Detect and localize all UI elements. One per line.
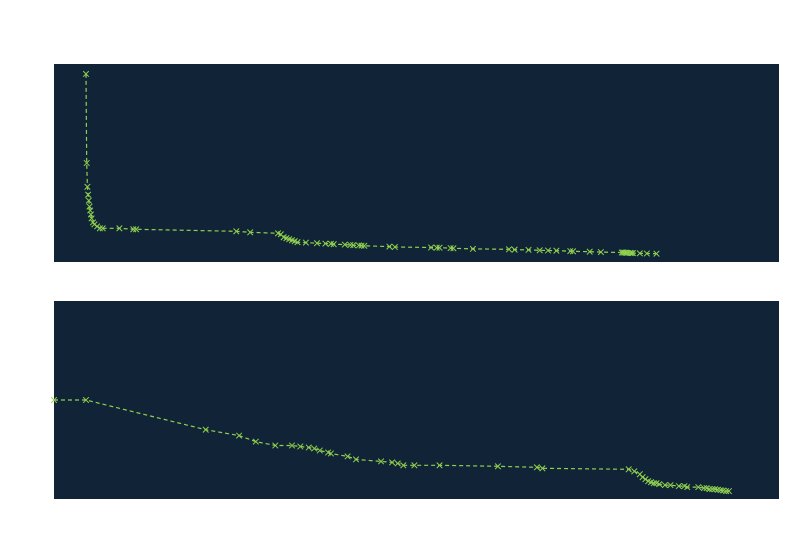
bottom-line-plot [50,301,779,499]
plot-area [54,64,779,262]
data-point-marker [436,244,443,251]
data-point-marker [330,241,337,248]
data-point-marker [709,485,716,493]
data-point-marker [341,241,348,248]
data-point-marker [96,225,104,232]
data-point-marker [700,484,708,492]
data-point-marker [511,246,518,253]
data-point-marker [695,483,702,491]
data-point-marker [629,249,637,257]
data-point-marker [272,442,279,449]
data-point-marker [313,240,321,247]
data-point-marker [625,466,632,473]
data-point-marker [450,245,457,252]
data-point-marker [88,215,95,222]
data-point-marker [586,248,593,255]
data-point-marker [297,443,304,450]
data-point-marker [350,242,357,249]
data-point-marker [327,450,335,457]
data-point-marker [84,183,91,190]
data-point-marker [643,250,650,257]
data-point-marker [233,228,240,235]
data-point-marker [352,456,360,463]
data-point-marker [358,242,365,249]
plot-area [54,301,779,499]
data-point-marker [567,247,574,255]
data-point-marker [533,464,541,471]
data-point-marker [656,480,663,488]
data-point-marker [386,243,393,250]
data-point-marker [82,70,90,78]
data-point-marker [569,248,577,255]
data-point-marker [433,244,440,251]
data-point-marker [391,243,399,251]
data-point-marker [650,480,657,487]
data-point-marker [116,225,123,232]
data-point-marker [626,249,634,257]
data-point-marker [553,247,560,254]
data-point-marker [82,396,90,404]
data-point-marker [202,426,209,433]
data-point-marker [436,462,443,469]
data-point-marker [235,432,243,439]
data-point-marker [722,487,730,495]
data-point-marker [706,485,713,493]
data-point-marker [653,250,660,257]
data-point-marker [132,226,140,233]
data-point-marker [667,481,674,489]
data-point-marker [347,241,354,249]
data-point-marker [377,458,385,465]
data-point-marker [252,438,259,445]
data-point-marker [427,244,435,251]
data-point-marker [50,396,58,404]
data-point-marker [83,159,90,167]
data-point-marker [316,447,323,454]
data-point-marker [411,462,418,469]
data-point-marker [322,240,329,247]
data-point-marker [361,242,368,249]
data-point-marker [355,242,362,249]
data-point-marker [597,248,605,256]
top-line-plot [54,64,779,262]
data-point-marker [302,239,310,246]
data-point-marker [536,247,543,254]
series-line [54,399,729,492]
data-point-marker [725,487,733,495]
data-point-marker [294,239,301,246]
data-point-marker [539,465,546,472]
data-point-marker [447,244,454,252]
data-point-marker [639,474,646,481]
data-point-marker [305,444,312,451]
data-point-marker [684,483,691,491]
data-point-marker [288,442,296,449]
data-point-marker [93,223,101,230]
data-point-marker [675,482,682,490]
data-point-marker [84,191,92,198]
data-point-marker [311,445,318,452]
data-point-marker [631,468,638,475]
data-point-marker [505,246,513,253]
data-point-marker [636,250,643,257]
data-point-marker [130,226,137,233]
data-point-marker [400,462,407,469]
data-point-marker [469,245,477,253]
data-point-marker [525,246,532,254]
data-point-marker [661,481,669,489]
data-point-marker [494,463,502,470]
data-point-marker [544,247,552,254]
data-point-marker [642,476,649,483]
data-point-marker [394,460,401,467]
data-point-marker [628,249,635,257]
data-point-marker [388,459,396,466]
data-point-marker [344,453,351,460]
data-point-marker [621,249,628,256]
data-point-marker [99,225,106,232]
data-point-marker [85,197,92,204]
data-point-marker [247,229,254,236]
